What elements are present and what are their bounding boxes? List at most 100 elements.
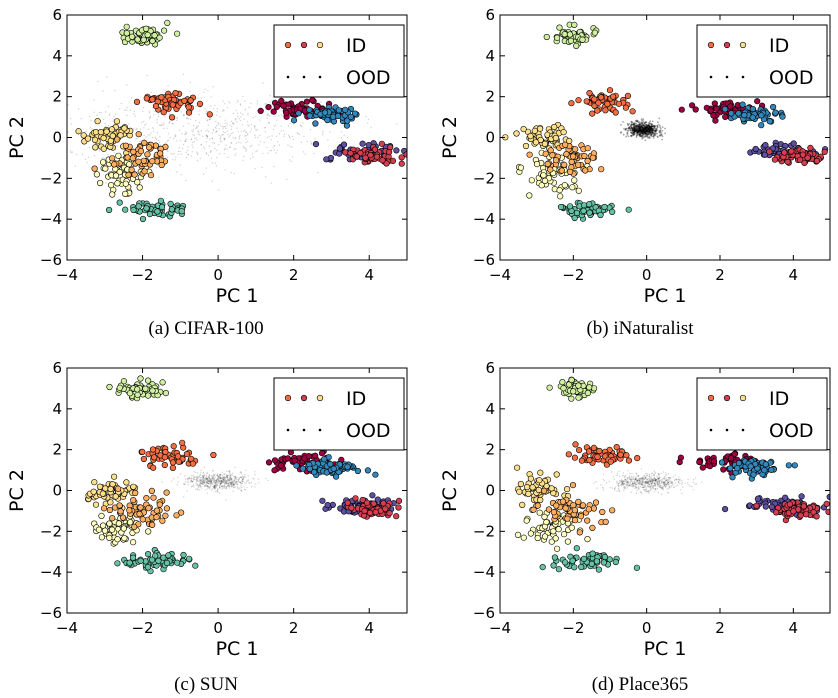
ood-point: [230, 485, 233, 487]
ood-point: [658, 477, 660, 479]
ood-point: [255, 483, 257, 485]
ood-point: [210, 481, 212, 484]
ood-point: [310, 141, 312, 143]
legend-label-id: ID: [769, 35, 789, 57]
ood-point: [227, 482, 229, 485]
ood-point: [649, 480, 651, 482]
id-point: [601, 203, 608, 211]
ood-point: [659, 129, 662, 132]
ood-point: [217, 491, 219, 493]
id-point: [321, 456, 328, 463]
id-point: [591, 29, 599, 36]
ood-point: [247, 124, 249, 126]
ood-point: [639, 129, 642, 132]
ood-point: [230, 142, 233, 144]
ood-point: [678, 478, 680, 481]
x-tick-label: 0: [213, 266, 223, 284]
ood-point: [213, 474, 216, 477]
id-point: [571, 507, 579, 514]
ood-point: [70, 123, 73, 125]
ood-point: [679, 480, 681, 482]
id-point: [102, 485, 109, 492]
ood-point: [625, 127, 627, 130]
ood-point: [74, 165, 76, 167]
ood-point: [104, 122, 106, 125]
panel-d-caption: (d) Place365: [592, 674, 689, 695]
id-point: [609, 93, 617, 100]
x-tick-label: −4: [56, 619, 78, 637]
ood-point: [643, 132, 646, 134]
ood-point: [225, 499, 227, 501]
id-point: [130, 206, 137, 214]
id-point: [143, 95, 150, 102]
ood-point: [637, 123, 640, 126]
ood-point: [628, 126, 631, 129]
ood-point: [226, 483, 228, 485]
ood-point: [172, 478, 175, 480]
ood-point: [189, 81, 192, 84]
ood-point: [695, 477, 697, 479]
ood-point: [210, 157, 213, 160]
id-point: [728, 110, 735, 117]
id-point: [559, 379, 566, 386]
ood-point: [648, 474, 650, 476]
ood-point: [229, 472, 231, 475]
ood-point: [636, 481, 638, 483]
ood-point: [167, 139, 170, 142]
id-point: [114, 180, 121, 187]
ood-point: [624, 486, 626, 489]
ood-point: [659, 480, 661, 482]
id-point: [168, 206, 175, 213]
ood-point: [227, 484, 229, 487]
ood-point: [637, 131, 640, 134]
ood-point: [641, 130, 644, 133]
ood-point: [230, 483, 233, 485]
ood-point: [189, 481, 192, 483]
ood-point: [645, 121, 648, 124]
id-point: [558, 167, 565, 174]
plot-points: [513, 376, 830, 573]
ood-point: [645, 130, 648, 133]
ood-point: [644, 128, 647, 131]
ood-point: [655, 130, 658, 133]
id-point: [336, 145, 344, 152]
ood-point: [269, 95, 271, 97]
ood-point: [630, 491, 632, 494]
ood-point: [654, 132, 657, 135]
ood-point: [218, 476, 220, 478]
ood-point: [649, 480, 651, 483]
ood-point: [646, 125, 649, 128]
ood-point: [105, 125, 107, 127]
ood-point: [249, 145, 252, 148]
id-point: [527, 530, 535, 537]
ood-point: [648, 124, 650, 126]
ood-point: [231, 473, 233, 476]
id-point: [273, 103, 280, 110]
ood-point: [210, 96, 212, 98]
ood-point: [623, 489, 625, 492]
ood-point: [653, 484, 655, 487]
id-point: [594, 453, 601, 461]
id-point: [130, 497, 137, 504]
ood-point: [638, 129, 640, 132]
ood-point: [642, 484, 644, 486]
ood-point: [645, 477, 647, 479]
ood-point: [668, 483, 670, 486]
ood-point: [206, 477, 208, 480]
ood-point: [644, 132, 647, 135]
ood-point: [193, 141, 195, 143]
ood-point: [650, 479, 652, 481]
ood-point: [212, 485, 215, 487]
ood-point: [619, 132, 622, 134]
ood-point: [213, 480, 215, 482]
id-point: [563, 151, 570, 158]
ood-point: [191, 481, 194, 483]
ood-point: [649, 129, 652, 131]
ood-point: [196, 478, 198, 480]
ood-point: [190, 155, 193, 157]
id-point: [96, 179, 104, 187]
id-point: [157, 150, 164, 157]
ood-point: [235, 483, 237, 485]
ood-point: [259, 134, 261, 137]
x-tick-label: 2: [715, 619, 725, 637]
